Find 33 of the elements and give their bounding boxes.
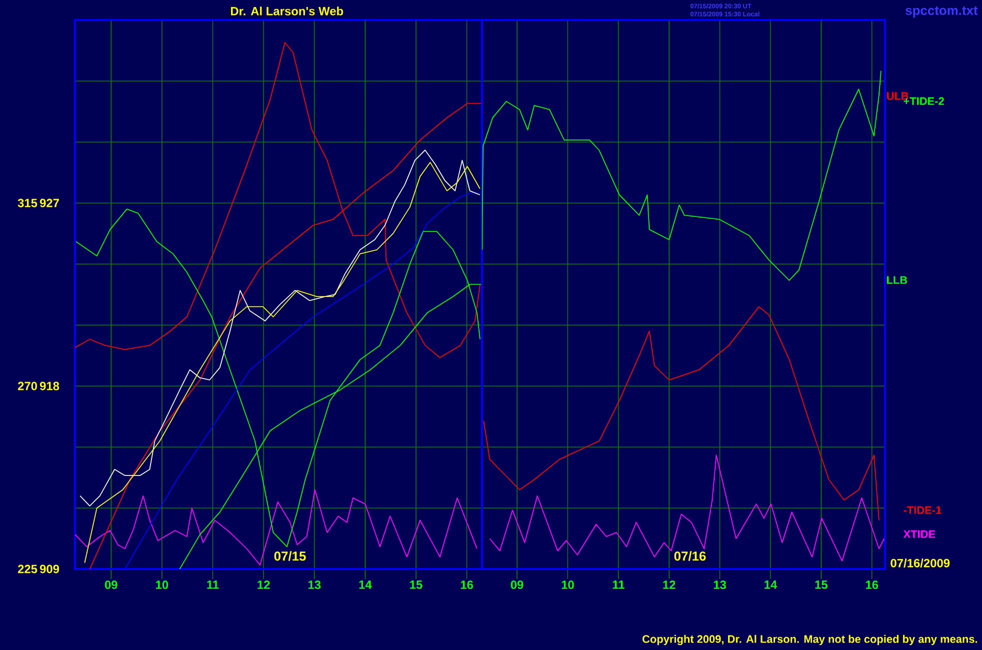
text: Copyright 2009, Dr. Al Larson. May not be copied by any means. — [642, 634, 978, 646]
x-tick-label: 12 — [663, 580, 676, 589]
x-tick-label: 16 — [866, 580, 878, 589]
x-tick-label: 10 — [156, 580, 168, 589]
line-series — [75, 489, 478, 566]
x-tick-label: 14 — [764, 580, 778, 589]
annotation: 07/16 — [674, 551, 706, 561]
x-tick-label: 11 — [612, 580, 624, 589]
x-tick-label: 13 — [308, 580, 321, 590]
text: XTIDE — [903, 530, 936, 538]
x-tick-label: 13 — [714, 580, 726, 590]
y2-tick-label: 225 — [18, 564, 38, 574]
text: 07/16/2009 — [890, 558, 950, 568]
x-tick-label: 15 — [410, 580, 422, 589]
x-tick-label: 16 — [460, 580, 473, 589]
y-tick-label: 918 — [40, 382, 60, 390]
x-tick-label: 12 — [258, 580, 270, 589]
y-tick-label: 927 — [40, 198, 59, 208]
x-tick-label: 10 — [562, 580, 574, 589]
x-tick-label: 09 — [510, 580, 524, 589]
text: -TIDE-1 — [904, 506, 942, 514]
chart-title: Dr. Al Larson's Web — [231, 6, 344, 16]
annotation: 07/15 — [274, 551, 306, 561]
text: spcctom.txt — [906, 6, 978, 18]
x-tick-label: 09 — [104, 580, 118, 589]
y2-tick-label: 315 — [18, 198, 38, 208]
x-tick-label: 14 — [359, 580, 372, 589]
text: LLB — [886, 276, 908, 284]
y-tick-label: 909 — [40, 564, 60, 574]
x-tick-label: 11 — [207, 580, 219, 589]
y2-tick-label: 270 — [18, 382, 37, 390]
x-tick-label: 15 — [815, 580, 828, 589]
line-series — [80, 150, 480, 506]
